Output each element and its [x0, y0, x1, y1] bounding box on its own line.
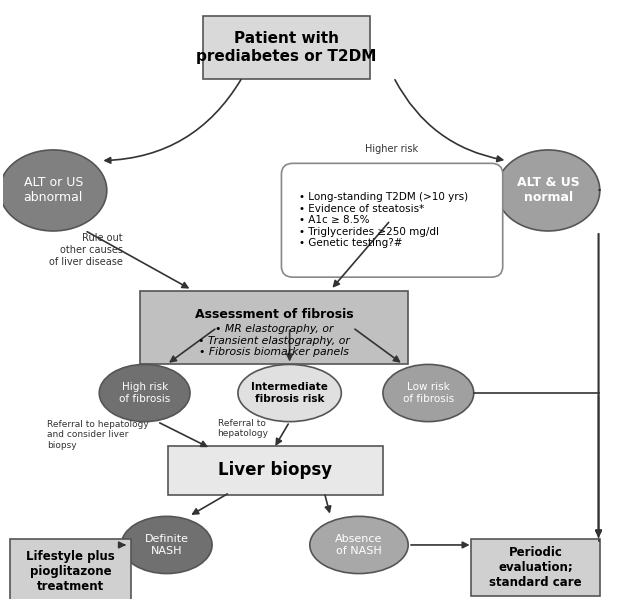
- Text: Definite
NASH: Definite NASH: [145, 534, 189, 556]
- Text: • MR elastography, or
• Transient elastography, or
• Fibrosis biomarker panels: • MR elastography, or • Transient elasto…: [198, 324, 350, 357]
- Ellipse shape: [383, 364, 474, 421]
- Text: • Long-standing T2DM (>10 yrs)
• Evidence of steatosis*
• A1c ≥ 8.5%
• Triglycer: • Long-standing T2DM (>10 yrs) • Evidenc…: [299, 192, 468, 249]
- Text: Absence
of NASH: Absence of NASH: [335, 534, 383, 556]
- Ellipse shape: [238, 364, 342, 421]
- Text: Liver biopsy: Liver biopsy: [218, 462, 333, 479]
- Text: Low risk
of fibrosis: Low risk of fibrosis: [403, 382, 454, 404]
- Text: Referral to hepatology
and consider liver
biopsy: Referral to hepatology and consider live…: [47, 420, 149, 450]
- Text: Periodic
evaluation;
standard care: Periodic evaluation; standard care: [489, 546, 582, 589]
- Ellipse shape: [0, 150, 107, 231]
- Text: Referral to
hepatology: Referral to hepatology: [217, 419, 268, 438]
- FancyBboxPatch shape: [139, 291, 408, 364]
- Text: High risk
of fibrosis: High risk of fibrosis: [119, 382, 170, 404]
- Ellipse shape: [310, 517, 408, 574]
- Text: Intermediate
fibrosis risk: Intermediate fibrosis risk: [251, 382, 328, 404]
- Text: Rule out
other causes
of liver disease: Rule out other causes of liver disease: [49, 234, 123, 267]
- FancyBboxPatch shape: [10, 539, 131, 602]
- FancyBboxPatch shape: [203, 16, 370, 79]
- Text: ALT or US
abnormal: ALT or US abnormal: [24, 176, 83, 205]
- Ellipse shape: [121, 517, 212, 574]
- Ellipse shape: [497, 150, 600, 231]
- Text: Higher risk: Higher risk: [365, 144, 418, 154]
- Text: Patient with
prediabetes or T2DM: Patient with prediabetes or T2DM: [197, 31, 377, 64]
- FancyBboxPatch shape: [282, 163, 502, 277]
- FancyBboxPatch shape: [471, 539, 600, 596]
- FancyBboxPatch shape: [168, 446, 383, 495]
- Text: ALT & US
normal: ALT & US normal: [516, 176, 579, 205]
- Text: Assessment of fibrosis: Assessment of fibrosis: [195, 308, 353, 321]
- Text: Lifestyle plus
pioglitazone
treatment: Lifestyle plus pioglitazone treatment: [26, 550, 115, 593]
- Ellipse shape: [99, 364, 190, 421]
